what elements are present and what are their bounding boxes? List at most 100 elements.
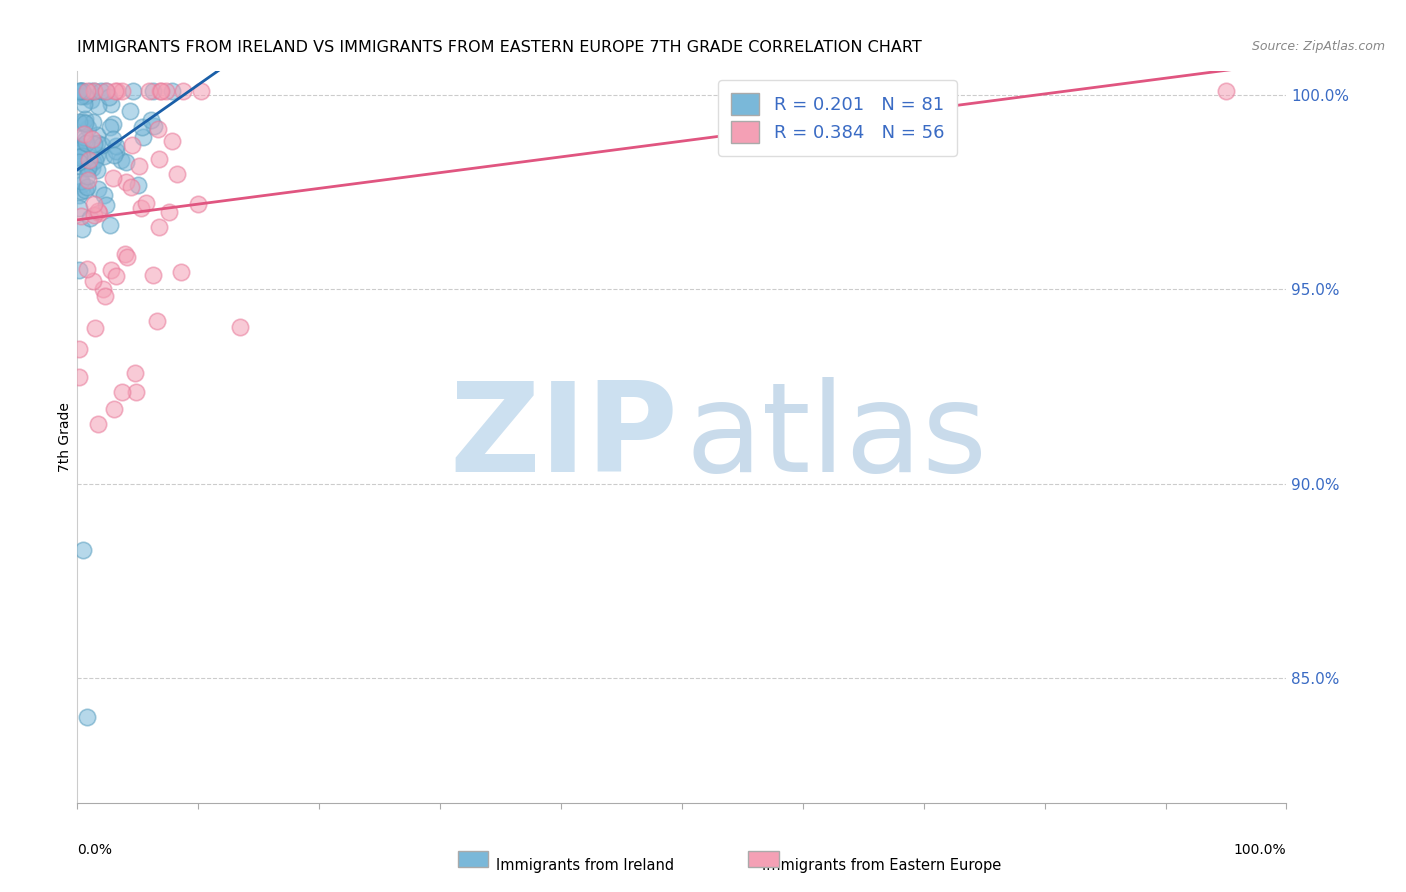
Point	[75, 136, 97, 150]
Point	[121, 138, 143, 153]
Point	[115, 250, 138, 264]
Point	[93, 289, 115, 303]
Point	[67, 150, 90, 164]
Point	[69, 185, 91, 199]
Point	[187, 196, 209, 211]
Point	[79, 93, 101, 107]
Text: 100.0%: 100.0%	[1234, 843, 1286, 857]
Point	[170, 264, 193, 278]
Point	[70, 173, 93, 187]
Point	[73, 116, 96, 130]
Point	[70, 84, 93, 98]
Point	[69, 159, 91, 173]
Text: 0.0%: 0.0%	[77, 843, 112, 857]
Point	[69, 84, 91, 98]
Point	[149, 84, 172, 98]
Point	[172, 84, 194, 98]
Point	[70, 221, 93, 235]
Point	[77, 161, 100, 176]
FancyBboxPatch shape	[458, 851, 488, 867]
Point	[82, 155, 104, 169]
Point	[67, 154, 90, 169]
Point	[100, 263, 122, 277]
Point	[110, 153, 132, 167]
Point	[135, 196, 157, 211]
Point	[139, 113, 162, 128]
Point	[83, 208, 105, 222]
Point	[87, 204, 110, 219]
Point	[150, 84, 173, 98]
Point	[142, 84, 165, 98]
Point	[67, 370, 90, 384]
Point	[90, 84, 112, 98]
Point	[86, 148, 108, 162]
Point	[67, 115, 90, 129]
Point	[77, 153, 100, 168]
Point	[138, 84, 160, 98]
Point	[146, 314, 169, 328]
Point	[83, 84, 105, 98]
Point	[100, 96, 122, 111]
Point	[76, 161, 98, 175]
Point	[103, 117, 125, 131]
Point	[101, 171, 124, 186]
Point	[82, 115, 104, 129]
Point	[103, 148, 125, 162]
Point	[70, 84, 93, 98]
Point	[94, 197, 117, 211]
Point	[79, 211, 101, 225]
Point	[76, 169, 98, 184]
Point	[67, 187, 90, 202]
Point	[157, 205, 180, 219]
Point	[91, 282, 114, 296]
Point	[83, 197, 105, 211]
Point	[166, 167, 188, 181]
Point	[103, 401, 125, 416]
Point	[75, 89, 97, 103]
Point	[111, 384, 134, 399]
Point	[115, 154, 138, 169]
Text: Immigrants from Ireland: Immigrants from Ireland	[496, 858, 675, 872]
Point	[83, 321, 105, 335]
Point	[131, 120, 153, 134]
Point	[104, 138, 127, 153]
Point	[76, 180, 98, 194]
Point	[67, 141, 90, 155]
Point	[86, 136, 108, 151]
Point	[82, 131, 104, 145]
Point	[148, 219, 170, 234]
Point	[86, 99, 108, 113]
Point	[94, 84, 117, 98]
Point	[1215, 84, 1237, 98]
Point	[101, 132, 124, 146]
Point	[91, 138, 114, 153]
Point	[67, 145, 90, 160]
Point	[70, 209, 93, 223]
Point	[76, 262, 98, 277]
Point	[142, 268, 165, 282]
Point	[111, 84, 134, 98]
Point	[98, 120, 121, 134]
Point	[124, 366, 146, 380]
Point	[98, 90, 121, 104]
Point	[67, 150, 90, 164]
FancyBboxPatch shape	[748, 851, 779, 867]
Point	[76, 710, 98, 724]
Point	[86, 417, 108, 431]
Point	[86, 128, 108, 142]
Point	[148, 152, 170, 166]
Point	[114, 246, 136, 260]
Point	[70, 141, 93, 155]
Point	[87, 182, 110, 196]
Point	[73, 183, 96, 197]
Point	[79, 84, 101, 98]
Text: ZIP: ZIP	[450, 376, 678, 498]
Point	[72, 115, 94, 129]
Point	[76, 120, 98, 135]
Point	[127, 178, 149, 192]
Point	[94, 84, 117, 98]
Point	[190, 84, 212, 98]
Point	[93, 187, 115, 202]
Point	[114, 175, 136, 189]
Point	[146, 121, 169, 136]
